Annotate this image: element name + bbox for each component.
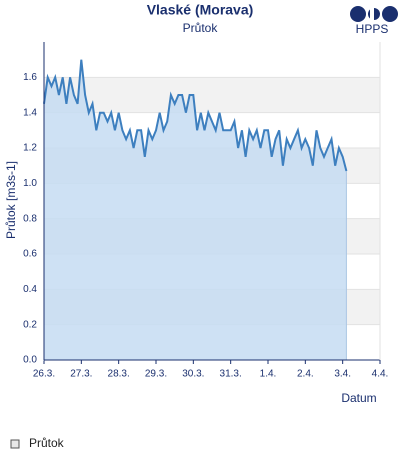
line [43, 59, 348, 172]
y-tick-label: 1.0 [23, 178, 37, 189]
x-tick-label: 29.3. [145, 369, 167, 380]
grid-band [44, 77, 380, 113]
x-tick-label: 4.4. [372, 369, 389, 380]
x-tick-label: 27.3. [70, 369, 92, 380]
y-tick-label: 0.8 [23, 213, 37, 224]
y-tick-label: 1.4 [23, 107, 37, 118]
chart-title: Vlaské (Morava) [147, 2, 254, 18]
x-tick-label: 2.4. [297, 369, 314, 380]
x-tick-label: 31.3. [220, 369, 242, 380]
x-tick-label: 1.4. [260, 369, 277, 380]
logo [350, 6, 398, 22]
x-tick-label: 3.4. [334, 369, 351, 380]
y-tick-label: 0.6 [23, 249, 37, 260]
x-axis-label: Datum [341, 391, 376, 405]
y-tick-label: 0.4 [23, 284, 37, 295]
y-tick-label: 1.2 [23, 143, 37, 154]
y-tick-label: 0.2 [23, 319, 37, 330]
x-tick-label: 30.3. [182, 369, 204, 380]
x-tick-label: 26.3. [33, 369, 55, 380]
logo-text: HPPS [356, 22, 389, 36]
legend-label: Průtok [29, 436, 65, 450]
y-tick-label: 1.6 [23, 72, 37, 83]
x-tick-label: 28.3. [108, 369, 130, 380]
chart-subtitle: Průtok [183, 21, 219, 35]
y-axis-label: Průtok [m3s-1] [4, 161, 18, 239]
y-tick-label: 0.0 [23, 355, 37, 366]
legend-swatch [10, 439, 20, 449]
